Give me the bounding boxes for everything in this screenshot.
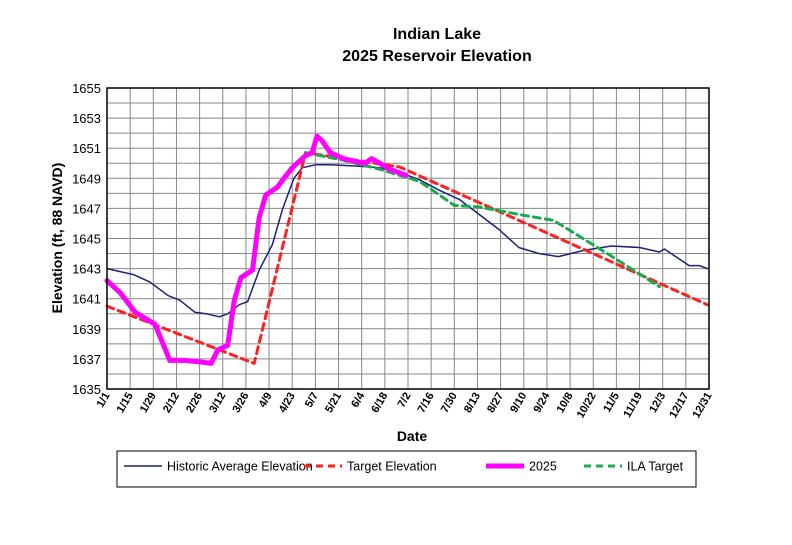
legend-label: Historic Average Elevation	[167, 460, 313, 474]
series-line-2025	[104, 133, 409, 366]
x-tick-label: 2/12	[161, 391, 182, 416]
y-tick-label: 1637	[72, 352, 101, 367]
x-tick-label: 2/26	[184, 391, 205, 416]
y-tick-label: 1653	[72, 111, 101, 126]
x-tick-label: 4/23	[277, 391, 298, 416]
x-tick-label: 12/3	[647, 391, 668, 416]
x-tick-label: 8/27	[485, 390, 506, 415]
series-lines	[104, 133, 709, 366]
y-tick-label: 1643	[72, 262, 101, 277]
x-tick-label: 3/26	[230, 391, 251, 416]
y-axis-ticks: 1635 1637 1639 1641 1643 1645 1647 1649 1651 1653…	[72, 81, 101, 397]
x-tick-label: 5/7	[303, 391, 321, 410]
x-tick-label: 7/30	[439, 391, 460, 416]
x-tick-label: 6/18	[369, 391, 390, 416]
x-tick-label: 3/12	[207, 391, 228, 416]
x-tick-label: 8/13	[462, 391, 483, 416]
x-tick-label: 7/2	[396, 391, 414, 410]
x-tick-label: 9/10	[508, 391, 529, 416]
x-axis-ticks: 1/1 1/15 1/29 2/12 2/26 3/12 3/26 4/9 4/23 5/7 5/2…	[95, 390, 715, 421]
x-tick-label: 7/16	[416, 391, 437, 416]
grid	[107, 88, 709, 389]
x-tick-label: 12/17	[667, 391, 691, 421]
plot-border	[106, 87, 710, 390]
x-axis-label: Date	[397, 428, 428, 444]
x-tick-label: 1/29	[138, 391, 159, 416]
legend-label: 2025	[529, 460, 557, 474]
chart-title-line1: Indian Lake	[393, 26, 481, 43]
y-tick-label: 1635	[72, 382, 101, 397]
series-line-historic-average-elevation	[106, 164, 709, 318]
series-line-target-elevation	[105, 151, 709, 365]
y-tick-label: 1639	[72, 322, 101, 337]
legend: Historic Average Elevation Target Elevati…	[116, 450, 697, 488]
legend-box	[116, 450, 697, 488]
series-line-ila-target	[304, 151, 661, 289]
y-tick-label: 1645	[72, 232, 101, 247]
chart-title-line2: 2025 Reservoir Elevation	[342, 48, 531, 65]
x-tick-label: 5/21	[323, 391, 344, 416]
legend-label: Target Elevation	[347, 460, 437, 474]
y-tick-label: 1655	[72, 81, 101, 96]
x-tick-label: 10/8	[555, 391, 576, 416]
x-tick-label: 11/19	[621, 391, 645, 420]
legend-label: ILA Target	[627, 460, 684, 474]
y-tick-label: 1651	[72, 141, 101, 156]
y-tick-label: 1641	[72, 292, 101, 307]
x-tick-label: 1/15	[115, 391, 136, 416]
y-axis-label: Elevation (ft, 88 NAVD)	[49, 163, 65, 314]
x-tick-label: 9/24	[531, 390, 553, 415]
x-tick-label: 10/22	[575, 391, 599, 421]
x-tick-label: 6/4	[349, 390, 367, 410]
x-tick-label: 11/5	[601, 391, 622, 415]
y-tick-label: 1649	[72, 171, 101, 186]
x-tick-label: 12/31	[690, 391, 714, 421]
x-tick-label: 4/9	[257, 391, 275, 410]
y-tick-label: 1647	[72, 201, 101, 216]
